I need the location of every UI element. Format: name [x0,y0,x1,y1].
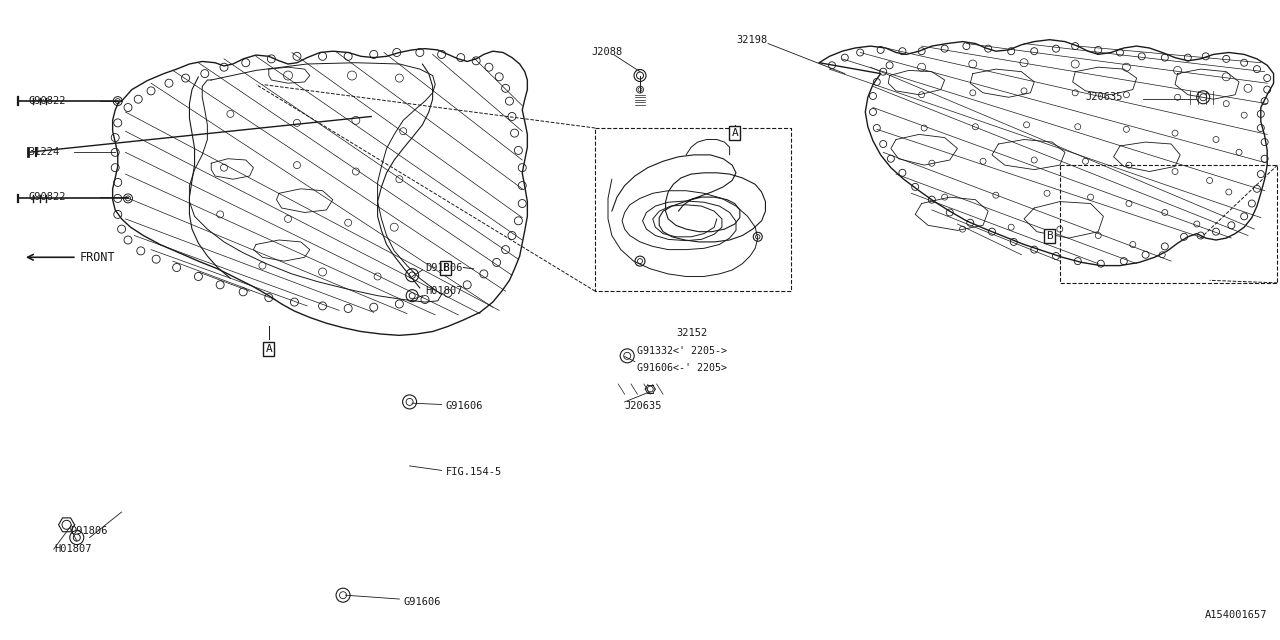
Text: D91806: D91806 [70,526,108,536]
Text: J20635: J20635 [625,401,662,412]
Text: A: A [731,128,739,138]
Text: H01807: H01807 [54,544,91,554]
Text: FIG.154-5: FIG.154-5 [445,467,502,477]
Text: 32198: 32198 [736,35,767,45]
Text: G91606<-' 2205>: G91606<-' 2205> [637,363,727,373]
Text: B: B [442,262,449,273]
Text: G90822: G90822 [28,192,65,202]
Text: A154001657: A154001657 [1204,609,1267,620]
Text: 31224: 31224 [28,147,59,157]
Text: D91806: D91806 [425,262,462,273]
Text: G91606: G91606 [445,401,483,412]
Text: G90822: G90822 [28,96,65,106]
Text: J20635: J20635 [1085,92,1123,102]
Text: H01807: H01807 [425,286,462,296]
Text: G91332<' 2205->: G91332<' 2205-> [637,346,727,356]
Text: A: A [265,344,273,354]
Text: B: B [1046,230,1053,241]
Text: FRONT: FRONT [79,251,115,264]
Text: G91606: G91606 [403,596,440,607]
Text: J2088: J2088 [591,47,622,58]
Text: 32152: 32152 [676,328,707,338]
